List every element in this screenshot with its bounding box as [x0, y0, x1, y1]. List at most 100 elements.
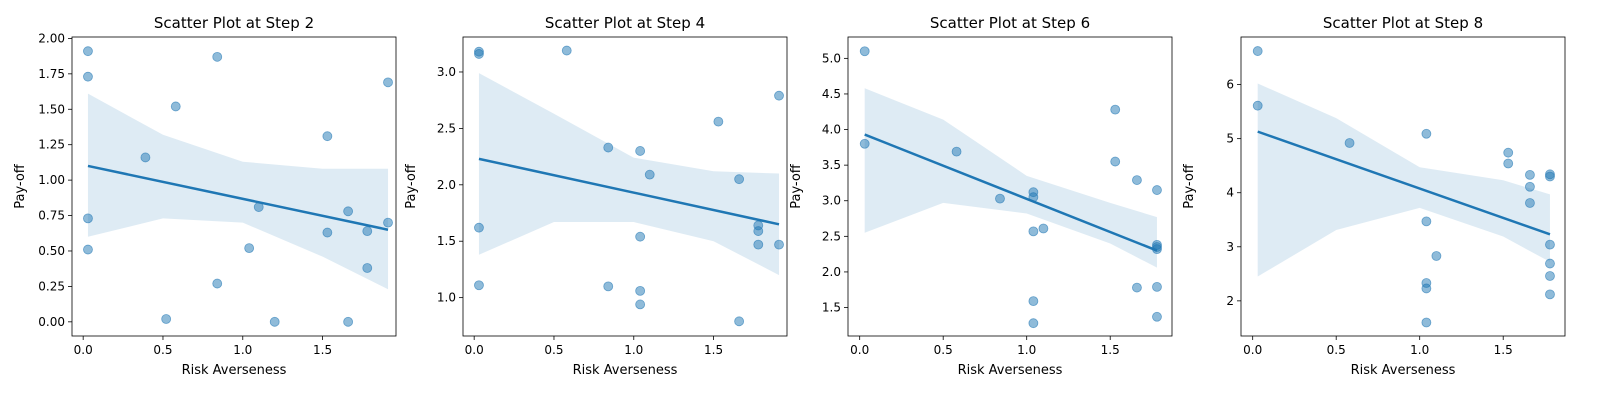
- data-point: [1028, 226, 1039, 237]
- data-point: [474, 222, 484, 233]
- data-point: [343, 206, 354, 217]
- y-tick-label: 1.50: [38, 102, 65, 116]
- y-tick-label: 4.0: [822, 123, 841, 137]
- x-tick-label: 0.0: [850, 343, 869, 357]
- data-point: [1028, 318, 1039, 329]
- regression-line: [478, 157, 780, 226]
- data-point: [951, 146, 962, 157]
- data-point: [1503, 158, 1514, 169]
- data-point: [1545, 171, 1555, 182]
- data-point: [753, 226, 764, 236]
- data-point: [1525, 181, 1535, 192]
- y-axis-label: Pay-off: [789, 163, 804, 209]
- y-tick-label: 5: [1226, 132, 1234, 146]
- data-point: [1252, 46, 1263, 56]
- plot-frame: [71, 36, 397, 337]
- data-point: [322, 227, 333, 238]
- data-point: [244, 243, 255, 254]
- data-point: [713, 116, 724, 127]
- subplot-1: 0.0 0.5 1.0 1.5 0.00 0.25 0.50 0.75 1.00 1.25 1.50…: [13, 14, 397, 378]
- data-point: [1132, 282, 1142, 293]
- data-point: [1110, 104, 1121, 115]
- data-point: [1545, 258, 1555, 269]
- data-point: [1038, 223, 1049, 234]
- data-point: [603, 142, 614, 153]
- regression-line: [864, 133, 1158, 252]
- x-axis-label: Risk Averseness: [182, 363, 287, 378]
- y-axis-label: Pay-off: [1182, 163, 1197, 209]
- data-point: [1421, 317, 1432, 328]
- data-point: [322, 131, 333, 142]
- x-tick-label: 0.0: [465, 343, 484, 357]
- data-point: [644, 169, 655, 180]
- x-tick-label: 0.0: [74, 343, 93, 357]
- chart-title: Scatter Plot at Step 2: [154, 14, 314, 32]
- data-point: [83, 71, 93, 82]
- y-tick-label: 1.5: [822, 301, 841, 315]
- data-point: [1431, 251, 1442, 261]
- subplot-4: 0.0 0.5 1.0 1.5 2 3 4 5 6 Scatter Plot at Step 8 R…: [1182, 14, 1566, 378]
- y-tick-label: 1.0: [437, 291, 456, 305]
- x-tick-label: 0.5: [153, 343, 172, 357]
- plot-frame: [1240, 36, 1566, 337]
- y-tick-label: 2.5: [822, 229, 841, 243]
- confidence-band: [864, 88, 1157, 268]
- data-point: [383, 77, 393, 88]
- data-point: [635, 299, 646, 310]
- subplot-2: 0.0 0.5 1.0 1.5 1.0 1.5 2.0 2.5 3.0 Scatter Plot …: [404, 14, 788, 378]
- data-point: [1545, 289, 1555, 300]
- data-point: [561, 45, 572, 56]
- y-tick-label: 3: [1226, 240, 1234, 254]
- data-point: [1545, 271, 1555, 281]
- data-point: [1525, 198, 1535, 208]
- data-point: [1132, 175, 1142, 185]
- data-point: [1110, 156, 1121, 167]
- confidence-band: [478, 73, 780, 276]
- y-tick-label: 4.5: [822, 87, 841, 101]
- data-point: [635, 285, 646, 296]
- regression-line: [87, 164, 389, 231]
- y-tick-label: 6: [1226, 78, 1234, 92]
- x-tick-label: 1.0: [233, 343, 252, 357]
- y-tick-label: 3.0: [822, 194, 841, 208]
- y-tick-label: 2.0: [822, 265, 841, 279]
- x-tick-label: 0.5: [934, 343, 953, 357]
- chart-title: Scatter Plot at Step 4: [545, 14, 705, 32]
- x-axis-label: Risk Averseness: [958, 363, 1063, 378]
- data-point: [859, 138, 870, 149]
- data-point: [1545, 239, 1555, 250]
- data-point: [1252, 100, 1263, 111]
- data-point: [161, 314, 172, 324]
- y-tick-label: 0.50: [38, 244, 65, 258]
- y-tick-label: 2: [1226, 294, 1234, 308]
- data-point: [343, 316, 354, 327]
- y-tick-label: 0.00: [38, 315, 65, 329]
- data-point: [474, 49, 484, 59]
- y-tick-label: 0.25: [38, 279, 65, 293]
- data-point: [83, 46, 93, 57]
- subplot-3: 0.0 0.5 1.0 1.5 1.5 2.0 2.5 3.0 3.5 4.0 4.5 5.0 Scat…: [789, 14, 1173, 378]
- data-point: [1421, 283, 1432, 294]
- data-point: [635, 231, 646, 242]
- data-point: [734, 174, 745, 185]
- data-point: [859, 46, 870, 57]
- data-point: [1503, 147, 1514, 158]
- data-point: [474, 280, 484, 291]
- y-tick-label: 2.0: [437, 178, 456, 192]
- x-tick-label: 1.5: [704, 343, 723, 357]
- data-point: [140, 152, 151, 163]
- x-tick-label: 1.0: [1410, 343, 1429, 357]
- y-axis-label: Pay-off: [404, 163, 419, 209]
- data-point: [83, 213, 93, 224]
- plot-frame: [847, 36, 1173, 337]
- data-point: [269, 316, 280, 327]
- x-tick-label: 1.0: [1017, 343, 1036, 357]
- data-point: [362, 226, 373, 237]
- y-tick-label: 3.5: [822, 158, 841, 172]
- data-point: [1028, 296, 1039, 307]
- data-point: [734, 316, 745, 327]
- x-tick-label: 1.5: [1101, 343, 1120, 357]
- data-point: [212, 51, 223, 62]
- y-axis-label: Pay-off: [13, 163, 28, 209]
- x-axis-label: Risk Averseness: [1351, 363, 1456, 378]
